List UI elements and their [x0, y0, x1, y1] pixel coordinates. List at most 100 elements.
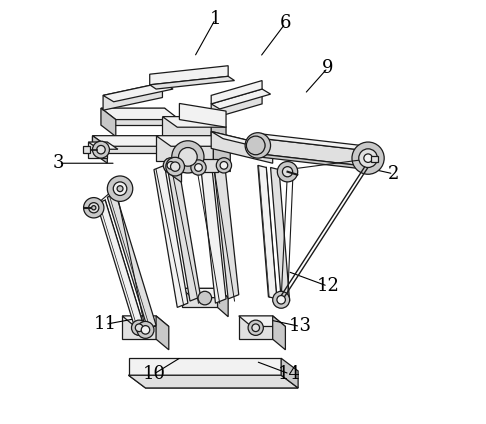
Polygon shape: [156, 316, 169, 350]
Circle shape: [172, 141, 204, 173]
Text: 12: 12: [316, 277, 339, 295]
Polygon shape: [156, 136, 230, 146]
Text: 2: 2: [388, 165, 399, 183]
Circle shape: [364, 154, 372, 162]
Circle shape: [278, 162, 298, 182]
Polygon shape: [92, 136, 158, 153]
Circle shape: [113, 182, 127, 195]
Circle shape: [132, 320, 147, 335]
Polygon shape: [92, 136, 107, 163]
Polygon shape: [156, 136, 213, 161]
Polygon shape: [256, 134, 368, 151]
Polygon shape: [218, 288, 228, 317]
Polygon shape: [101, 108, 179, 120]
Polygon shape: [258, 165, 277, 299]
Polygon shape: [128, 358, 281, 375]
Text: 1: 1: [209, 10, 221, 28]
Polygon shape: [103, 83, 173, 102]
Polygon shape: [162, 137, 226, 147]
Polygon shape: [201, 161, 226, 303]
Circle shape: [171, 162, 180, 171]
Polygon shape: [88, 142, 107, 158]
Polygon shape: [211, 89, 262, 119]
Polygon shape: [128, 375, 298, 388]
Polygon shape: [211, 131, 284, 153]
Polygon shape: [213, 134, 256, 157]
Polygon shape: [371, 156, 378, 162]
Polygon shape: [97, 200, 145, 335]
Polygon shape: [281, 358, 298, 388]
Circle shape: [352, 142, 384, 174]
Polygon shape: [167, 159, 201, 301]
Polygon shape: [211, 117, 226, 147]
Text: 9: 9: [322, 59, 333, 77]
Circle shape: [92, 141, 109, 158]
Polygon shape: [122, 316, 169, 326]
Polygon shape: [92, 136, 173, 146]
Polygon shape: [162, 117, 226, 127]
Circle shape: [107, 176, 133, 201]
Circle shape: [141, 326, 150, 334]
Text: 11: 11: [94, 315, 117, 333]
Text: 13: 13: [289, 318, 312, 335]
Polygon shape: [239, 316, 285, 326]
Circle shape: [137, 321, 154, 338]
Circle shape: [178, 148, 197, 166]
Circle shape: [273, 291, 290, 308]
Polygon shape: [211, 81, 262, 104]
Polygon shape: [256, 153, 368, 170]
Polygon shape: [181, 288, 218, 307]
Circle shape: [246, 136, 265, 155]
Circle shape: [88, 203, 99, 213]
Polygon shape: [154, 165, 188, 307]
Circle shape: [277, 296, 285, 304]
Circle shape: [251, 139, 264, 152]
Polygon shape: [213, 157, 239, 299]
Polygon shape: [107, 194, 156, 329]
Polygon shape: [122, 316, 156, 339]
Polygon shape: [88, 142, 118, 149]
Polygon shape: [273, 316, 285, 350]
Polygon shape: [239, 316, 273, 339]
Circle shape: [167, 162, 175, 169]
Circle shape: [195, 164, 202, 171]
Circle shape: [220, 162, 228, 169]
Text: 10: 10: [142, 365, 165, 383]
Circle shape: [282, 167, 293, 177]
Polygon shape: [271, 167, 290, 301]
Circle shape: [191, 160, 206, 175]
Polygon shape: [211, 89, 271, 109]
Circle shape: [248, 320, 263, 335]
Polygon shape: [256, 138, 366, 166]
Circle shape: [92, 206, 96, 210]
Polygon shape: [150, 76, 235, 89]
Circle shape: [163, 158, 178, 173]
Circle shape: [359, 149, 378, 167]
Circle shape: [117, 186, 123, 192]
Text: 14: 14: [278, 365, 301, 383]
Text: 6: 6: [279, 14, 291, 32]
Polygon shape: [128, 375, 298, 388]
Polygon shape: [150, 66, 228, 85]
Polygon shape: [101, 108, 116, 137]
Polygon shape: [167, 159, 218, 172]
Polygon shape: [167, 159, 181, 182]
Circle shape: [135, 324, 143, 332]
Polygon shape: [83, 146, 89, 153]
Circle shape: [97, 145, 105, 154]
Polygon shape: [179, 103, 226, 127]
Circle shape: [198, 291, 211, 305]
Circle shape: [166, 157, 185, 176]
Circle shape: [279, 162, 296, 179]
Circle shape: [245, 133, 271, 158]
Polygon shape: [162, 117, 211, 137]
Polygon shape: [211, 131, 273, 163]
Circle shape: [84, 198, 104, 218]
Circle shape: [216, 158, 231, 173]
Polygon shape: [103, 83, 162, 110]
Text: 3: 3: [53, 154, 64, 172]
Polygon shape: [101, 108, 165, 125]
Polygon shape: [181, 288, 228, 298]
Polygon shape: [213, 136, 230, 172]
Circle shape: [252, 324, 260, 332]
